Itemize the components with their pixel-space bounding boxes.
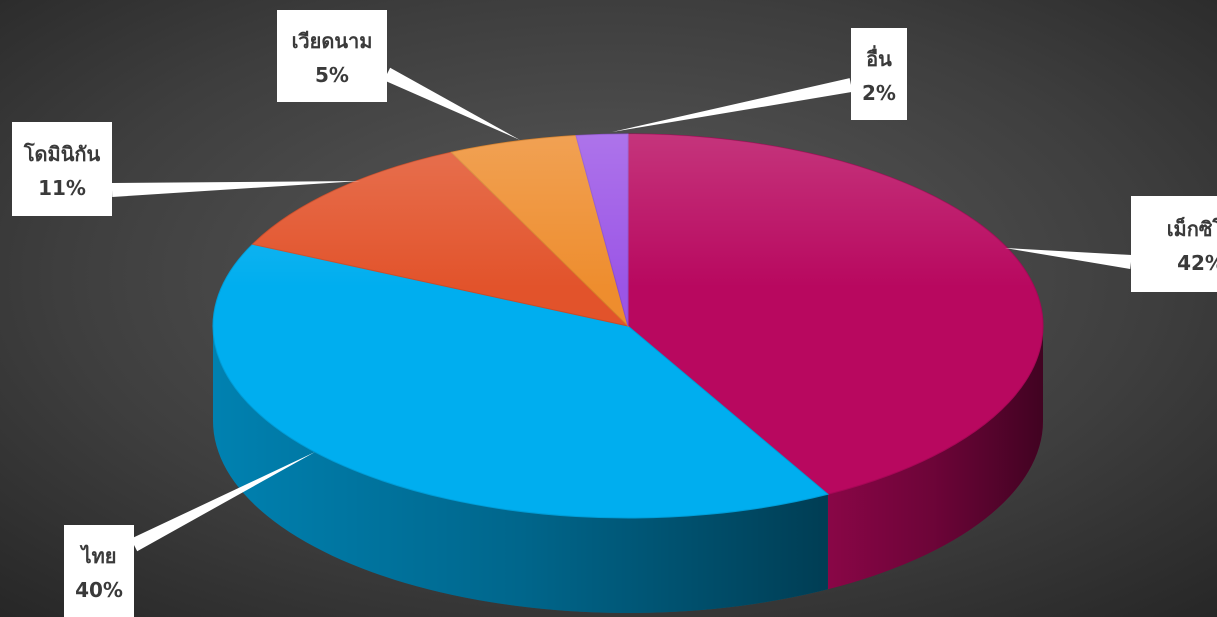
slice-label-0: เม็กซิโก	[1167, 216, 1217, 241]
callout-leader-0	[1005, 248, 1132, 269]
callout-leader-1	[130, 452, 315, 552]
callout-0: เม็กซิโก 42%	[1005, 196, 1217, 292]
slice-percent-1: 40%	[75, 578, 123, 602]
slice-percent-0: 42%	[1177, 251, 1217, 275]
slice-label-2: โดมินิกัน	[23, 142, 101, 166]
callout-box-1	[64, 525, 134, 617]
callout-4: อื่น 2%	[612, 28, 907, 132]
callout-3: เวียดนาม 5%	[277, 10, 520, 140]
callout-box-2	[12, 122, 112, 216]
callout-1: ไทย 40%	[64, 452, 315, 617]
callout-leader-3	[383, 67, 520, 140]
callout-leader-2	[111, 181, 361, 197]
callout-2: โดมินิกัน 11%	[12, 122, 361, 216]
slice-percent-4: 2%	[862, 81, 896, 105]
callout-box-4	[851, 28, 907, 120]
slice-label-1: ไทย	[80, 544, 117, 568]
slice-percent-3: 5%	[315, 63, 349, 87]
pie-side-shade-1	[213, 326, 828, 613]
callout-box-0	[1131, 196, 1217, 292]
callout-box-3	[277, 10, 387, 102]
pie-top	[212, 133, 1044, 519]
slice-percent-2: 11%	[38, 176, 86, 200]
slice-label-4: อื่น	[866, 44, 892, 71]
callout-leader-4	[612, 78, 853, 132]
slice-label-3: เวียดนาม	[292, 29, 373, 53]
pie-callouts: เม็กซิโก 42% ไทย 40% โดมินิกัน 11% เวียดนาม 5% อ…	[12, 10, 1217, 617]
